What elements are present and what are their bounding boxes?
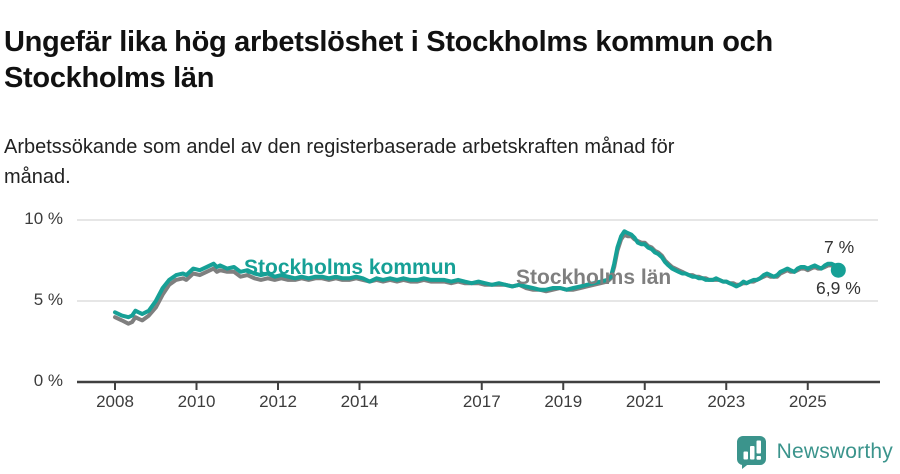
y-tick-label: 5 % [33, 290, 63, 309]
title-line-1: Ungefär lika hög arbetslöshet i Stockhol… [4, 26, 773, 59]
x-tick-label: 2010 [177, 392, 216, 411]
series-label-stockholms-kommun: Stockholms kommun [244, 256, 457, 279]
title-line-2: Stockholms län [4, 62, 215, 95]
x-tick-label: 2008 [96, 392, 134, 411]
chart-subtitle: Arbetssökande som andel av den registerb… [4, 132, 804, 192]
line-stockholms-lan [113, 232, 841, 326]
end-point-dot [830, 262, 846, 278]
series-label-stockholms-lan: Stockholms län [516, 266, 672, 289]
subtitle-line-1: Arbetssökande som andel av den registerb… [4, 136, 675, 158]
x-tick-label: 2025 [788, 392, 827, 411]
x-tick-label: 2019 [544, 392, 583, 411]
x-tick-label: 2014 [340, 392, 379, 411]
newsworthy-logo[interactable]: Newsworthy [736, 435, 893, 469]
x-tick-label: 2017 [462, 392, 501, 411]
x-tick-label: 2023 [707, 392, 746, 411]
y-tick-label: 0 % [33, 371, 63, 390]
line-stockholms-kommun [113, 229, 841, 320]
newsworthy-wordmark: Newsworthy [776, 440, 893, 463]
y-tick-label: 10 % [24, 209, 63, 228]
end-value-label-lan: 7 % [824, 237, 855, 257]
page-title: Ungefär lika hög arbetslöshet i Stockhol… [4, 24, 864, 96]
subtitle-line-2: månad. [4, 166, 71, 188]
newsworthy-logo-icon [736, 436, 766, 469]
x-tick-label: 2021 [625, 392, 664, 411]
end-value-label-kommun: 6,9 % [816, 278, 861, 298]
x-tick-label: 2012 [259, 392, 297, 411]
